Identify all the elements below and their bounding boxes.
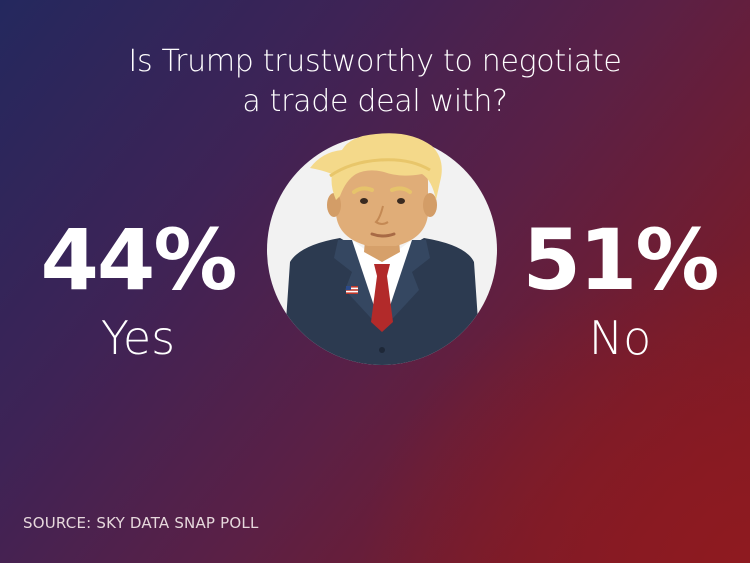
hair [310,133,442,200]
left-lapel [334,240,382,330]
suit-button [379,347,385,353]
left-eyebrow [352,186,374,194]
chart-title-line-1: Is Trump trustworthy to negotiate [128,44,622,79]
right-eye [397,198,405,204]
no-label: No [588,311,652,365]
yes-label: Yes [100,311,176,365]
no-percentage: 51% [522,211,719,309]
tie [371,264,393,332]
left-ear [327,193,341,217]
left-eye [360,198,368,204]
yes-percentage: 44% [40,211,237,309]
mouth [370,232,396,238]
portrait-circle [267,135,497,365]
right-ear [423,193,437,217]
yes-stat: 44% Yes [18,215,258,363]
nose [374,205,389,225]
face [336,148,428,246]
suit-button [379,365,385,371]
neck [364,228,400,262]
us-flag-pin-icon [346,286,358,294]
suit-jacket [282,238,482,365]
shirt [352,240,412,330]
source-note: SOURCE: SKY DATA SNAP POLL [23,514,259,532]
portrait-figure [282,238,482,371]
right-eyebrow [390,186,412,194]
right-lapel [382,240,430,330]
no-stat: 51% No [500,215,740,363]
chart-title: Is Trump trustworthy to negotiate a trad… [75,42,675,122]
chart-title-line-2: a trade deal with? [242,84,508,119]
